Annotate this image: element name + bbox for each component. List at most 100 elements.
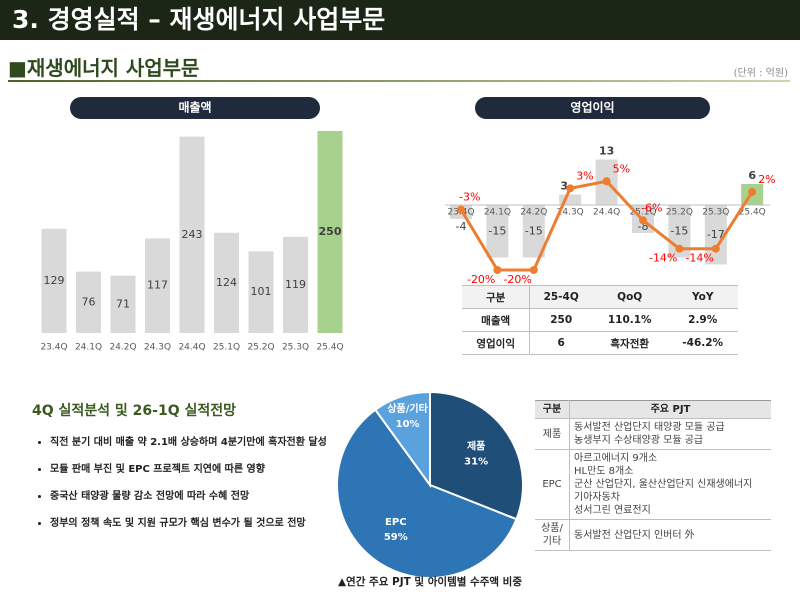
line-point <box>457 205 465 214</box>
bar <box>559 194 582 205</box>
line-point <box>493 266 502 274</box>
header-cell: 구분 <box>535 400 570 419</box>
line-label: -6% <box>641 201 662 214</box>
line-label: -14% <box>685 252 713 265</box>
cell: 영업이익 <box>462 331 531 355</box>
bar <box>522 205 545 258</box>
title-pill <box>70 97 320 119</box>
data-label: -4 <box>456 220 467 233</box>
pie-slice <box>336 408 518 579</box>
group-cell: 상품/기타 <box>535 519 570 551</box>
table-row: 상품/기타 동서발전 산업단지 인버터 外 <box>535 519 771 551</box>
data-label: 101 <box>251 285 272 298</box>
outlook-title: 4Q 실적분석 및 26-1Q 실적전망 <box>32 403 236 419</box>
slice-label: 상품/기타 <box>387 402 428 415</box>
data-label: 119 <box>285 278 306 291</box>
item: HL만도 8개소 <box>574 466 634 477</box>
line-label: -20% <box>467 273 495 286</box>
pie-slice <box>373 390 431 489</box>
header-cell: QoQ <box>592 285 668 309</box>
bullet: 모듈 판매 부진 및 EPC 프로젝트 지연에 따른 영향 <box>50 463 332 477</box>
data-label: 76 <box>82 295 96 308</box>
data-label: 250 <box>319 225 342 238</box>
x-tick-label: 23.4Q <box>40 343 67 353</box>
bullet: 중국산 태양광 물량 감소 전망에 따라 수혜 전망 <box>50 490 332 504</box>
line-label: 3% <box>576 169 593 182</box>
x-tick-label: 24.2Q <box>520 208 547 218</box>
group-cell: EPC <box>535 449 570 520</box>
page-title: 3. 경영실적 – 재생에너지 사업부문 <box>12 5 386 34</box>
data-label: -8 <box>638 220 649 233</box>
item: 군산 산업단지, 울산산업단지 신재생에너지 <box>574 479 753 490</box>
cell: 2.9% <box>667 308 738 332</box>
item: 농생부지 수상태양광 모듈 공급 <box>574 435 704 446</box>
data-label: 6 <box>748 169 756 182</box>
header-cell: YoY <box>667 285 738 309</box>
pie-caption: ▲연간 주요 PJT 및 아이템별 수주액 비중 <box>338 575 522 588</box>
items-cell: 동서발전 산업단지 인버터 外 <box>569 519 771 551</box>
line-label: -14% <box>649 252 677 265</box>
bar <box>110 275 136 333</box>
outlook: 4Q 실적분석 및 26-1Q 실적전망직전 분기 대비 매출 약 2.1배 상… <box>32 400 332 544</box>
bullet: 직전 분기 대비 매출 약 2.1배 상승하며 4분기만에 흑자전환 달성 <box>50 436 332 450</box>
x-tick-label: 24.1Q <box>484 208 511 218</box>
x-tick-label: 24.4Q <box>178 343 205 353</box>
slice-value: 31% <box>464 457 488 468</box>
line-point <box>602 177 611 186</box>
line-point <box>529 266 538 274</box>
x-tick-label: 25.3Q <box>702 208 729 218</box>
group-cell: 제품 <box>535 418 570 450</box>
data-label: 117 <box>147 279 168 292</box>
x-tick-label: 25.1Q <box>629 208 656 218</box>
x-tick-label: 24.3Q <box>557 208 584 218</box>
data-label: -17 <box>707 228 725 241</box>
slice-value: 59% <box>384 532 408 543</box>
item: 아르고에너지 9개소 <box>574 453 658 464</box>
x-tick-label: 24.3Q <box>144 343 171 353</box>
bullet: 정부의 정책 속도 및 지원 규모가 핵심 변수가 될 것으로 전망 <box>50 517 332 531</box>
header-cell: 구분 <box>462 285 531 309</box>
data-label: 124 <box>216 276 237 289</box>
data-label: -15 <box>488 224 506 237</box>
slice-value: 10% <box>396 419 420 430</box>
item: 성서그린 연료전지 <box>574 505 651 516</box>
data-label: 13 <box>599 145 614 158</box>
line-point <box>748 187 757 196</box>
x-tick-label: 25.2Q <box>666 208 693 218</box>
cell: 6 <box>529 331 592 355</box>
cell: 250 <box>529 308 592 332</box>
bar <box>486 205 509 258</box>
data-label: -15 <box>525 224 543 237</box>
x-tick-label: 24.4Q <box>593 208 620 218</box>
bar <box>283 236 308 333</box>
line-point <box>711 244 720 253</box>
chart-title: 영업이익 <box>570 100 614 115</box>
section-rule <box>8 80 790 82</box>
header-cell: 25-4Q <box>529 285 592 309</box>
line-label: -3% <box>459 191 480 204</box>
x-tick-label: 25.4Q <box>316 343 343 353</box>
bullet-list: 직전 분기 대비 매출 약 2.1배 상승하며 4분기만에 흑자전환 달성모듈 … <box>32 436 332 531</box>
line-point <box>639 216 647 225</box>
cell: 110.1% <box>592 308 668 332</box>
pjt-table: 구분 주요 PJT 제품 동서발전 산업단지 태양광 모듈 공급 농생부지 수상태양광 … <box>535 400 771 551</box>
item: 기아자동차 <box>574 492 620 503</box>
bar <box>145 238 170 333</box>
data-label: 3 <box>560 180 568 193</box>
x-tick-label: 25.4Q <box>739 208 766 218</box>
x-tick-label: 25.3Q <box>282 343 309 353</box>
x-tick-label: 25.2Q <box>247 343 274 353</box>
table-row: 영업이익 6 흑자전환 -46.2% <box>462 331 738 355</box>
x-tick-label: 25.1Q <box>213 343 240 353</box>
slice-label: 제품 <box>467 440 485 453</box>
bar <box>214 232 239 333</box>
header-cell: 주요 PJT <box>569 400 771 419</box>
bar <box>41 228 67 333</box>
line-label: -20% <box>503 273 531 286</box>
title-pill <box>475 97 710 119</box>
pie-slice <box>429 390 524 521</box>
item: 동서발전 산업단지 태양광 모듈 공급 <box>574 422 725 433</box>
